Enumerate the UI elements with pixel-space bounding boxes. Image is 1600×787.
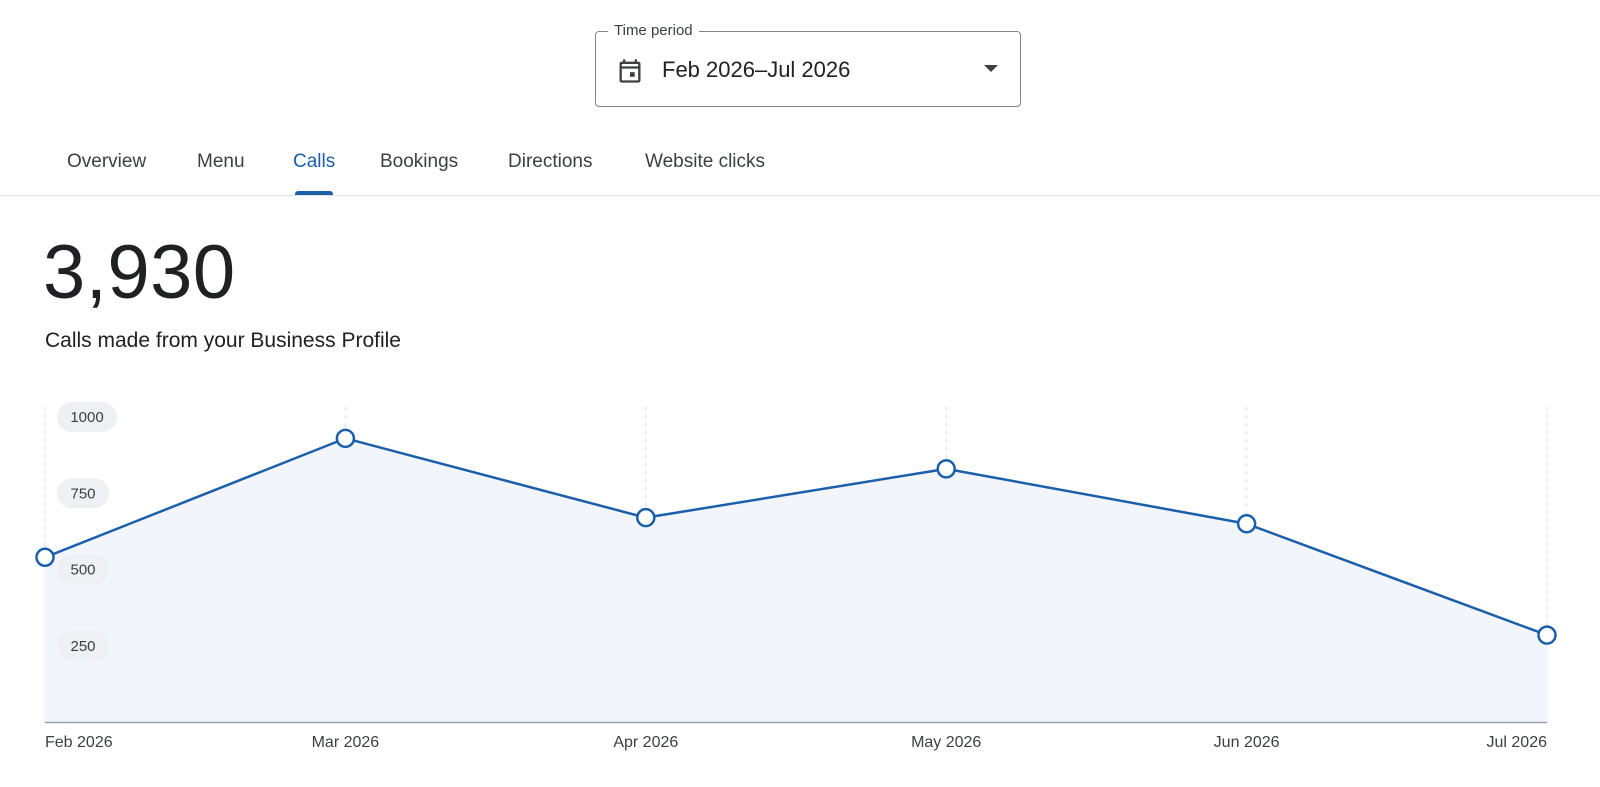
time-period-value: Feb 2026–Jul 2026 [662,57,851,82]
data-point-5 [1537,625,1557,645]
active-tab-indicator [295,191,333,195]
y-tick-pill-750 [57,478,109,509]
tab-bar: Overview Menu Calls Bookings Directions … [0,130,1600,196]
tab-calls[interactable]: Calls [293,151,336,172]
calls-line-chart: 1000 750 500 250 Feb 2026 Mar 2026 Apr 2026 May… [0,380,1600,787]
time-period-label: Time period [608,21,699,41]
y-tick-pill-1000 [57,402,117,432]
x-tick-label: Feb 2026 [45,734,113,751]
tab-website-clicks[interactable]: Website clicks [645,151,766,172]
y-tick-pill-500 [57,554,109,585]
series-area [45,438,1547,722]
tab-bookings[interactable]: Bookings [380,151,459,172]
chart-svg: 1000 750 500 250 Feb 2026 Mar 2026 Apr 2026 May… [35,402,1557,751]
data-point-1 [335,428,356,449]
calls-caption: Calls made from your Business Profile [45,329,401,352]
y-tick-label: 1000 [70,409,103,426]
tab-directions[interactable]: Directions [508,151,593,172]
series-line [44,437,1548,637]
y-tick-pill-250 [57,630,109,661]
calendar-icon [619,59,641,83]
data-point-0 [35,547,55,568]
x-tick-label: Mar 2026 [312,734,380,751]
calls-total-value: 3,930 [43,230,236,315]
x-tick-label: May 2026 [911,734,981,751]
time-period-dropdown[interactable]: Time period Feb 2026–Jul 2026 [595,21,1021,107]
x-tick-label: Jul 2026 [1487,734,1548,751]
data-point-3 [936,459,956,479]
data-point-4 [1236,514,1257,534]
data-point-2 [636,507,656,528]
y-tick-label: 750 [70,485,95,502]
tab-menu[interactable]: Menu [197,151,245,172]
y-tick-label: 250 [70,638,95,655]
arrow-drop-down-icon [984,65,998,72]
x-tick-label: Apr 2026 [613,734,678,751]
x-tick-label: Jun 2026 [1214,734,1280,751]
tab-overview[interactable]: Overview [67,151,147,172]
y-tick-label: 500 [70,562,95,579]
